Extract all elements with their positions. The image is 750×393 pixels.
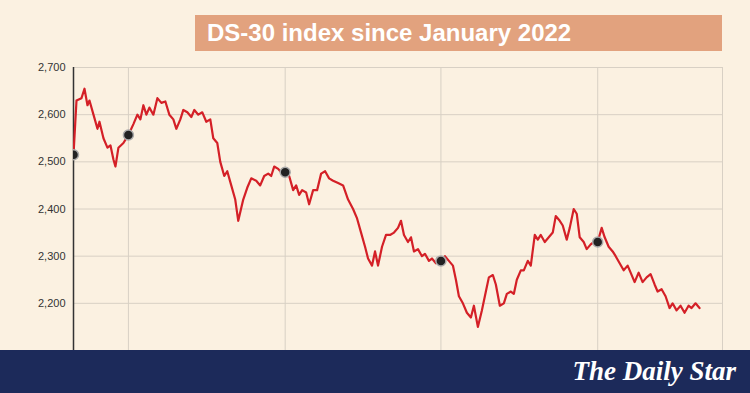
svg-text:2,300: 2,300 <box>38 250 66 262</box>
html-text:The Daily Star: The Daily Star <box>572 356 736 386</box>
svg-text:2,200: 2,200 <box>38 297 66 309</box>
svg-text:2,400: 2,400 <box>38 203 66 215</box>
html-text:DS-30 index since January 2022: DS-30 index since January 2022 <box>207 19 572 46</box>
svg-text:2,600: 2,600 <box>38 108 66 120</box>
svg-text:2,700: 2,700 <box>38 61 66 73</box>
svg-text:2,500: 2,500 <box>38 155 66 167</box>
